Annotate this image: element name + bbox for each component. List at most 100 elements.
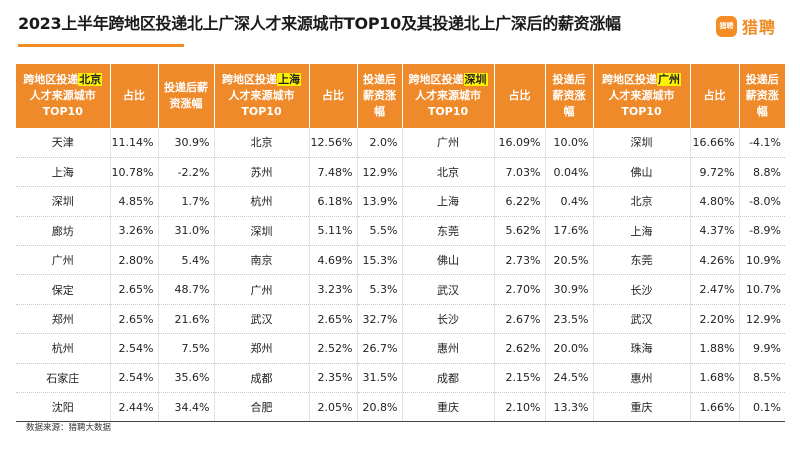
cell-city: 北京: [593, 186, 691, 217]
cell-city: 广州: [402, 128, 495, 158]
cell-city: 广州: [214, 274, 310, 305]
cell-raise: -8.0%: [739, 186, 785, 217]
cell-city: 南京: [214, 245, 310, 276]
cell-raise: 20.0%: [545, 333, 594, 364]
cell-city: 珠海: [593, 333, 691, 364]
cell-share: 16.09%: [494, 128, 546, 158]
cell-raise: 8.5%: [739, 363, 785, 394]
cell-share: 2.67%: [494, 304, 546, 335]
cell-city: 上海: [402, 186, 495, 217]
header-raise-beijing: 投递后薪资涨幅: [158, 64, 215, 128]
cell-city: 深圳: [593, 128, 691, 158]
cell-city: 武汉: [402, 274, 495, 305]
cell-city: 上海: [16, 157, 111, 188]
salary-table: 跨地区投递北京 人才来源城市 TOP10 占比 投递后薪资涨幅 跨地区投递上海 人才来…: [16, 64, 785, 423]
cell-city: 东莞: [593, 245, 691, 276]
data-source-note: 数据来源：猎聘大数据: [26, 423, 112, 433]
cell-raise: 0.04%: [545, 157, 594, 188]
cell-raise: 13.3%: [545, 392, 594, 423]
cell-share: 2.65%: [309, 304, 358, 335]
cell-share: 2.44%: [110, 392, 159, 423]
cell-raise: 12.9%: [739, 304, 785, 335]
cell-city: 广州: [16, 245, 111, 276]
cell-city: 深圳: [214, 216, 310, 247]
header-city-shenzhen: 跨地区投递深圳 人才来源城市 TOP10: [402, 64, 495, 128]
cell-share: 12.56%: [309, 128, 358, 158]
cell-raise: 20.5%: [545, 245, 594, 276]
cell-share: 2.70%: [494, 274, 546, 305]
cell-share: 4.85%: [110, 186, 159, 217]
cell-raise: 13.9%: [357, 186, 403, 217]
cell-city: 武汉: [214, 304, 310, 335]
cell-raise: 5.3%: [357, 274, 403, 305]
cell-city: 苏州: [214, 157, 310, 188]
cell-city: 重庆: [402, 392, 495, 423]
cell-raise: 34.4%: [158, 392, 215, 423]
page-title: 2023上半年跨地区投递北上广深人才来源城市TOP10及其投递北上广深后的薪资涨…: [18, 14, 621, 33]
cell-share: 2.54%: [110, 333, 159, 364]
cell-city: 东莞: [402, 216, 495, 247]
cell-raise: 15.3%: [357, 245, 403, 276]
cell-share: 2.62%: [494, 333, 546, 364]
header-share-shenzhen: 占比: [494, 64, 546, 128]
cell-city: 惠州: [402, 333, 495, 364]
cell-share: 3.26%: [110, 216, 159, 247]
cell-share: 2.35%: [309, 363, 358, 394]
cell-city: 天津: [16, 128, 111, 158]
cell-share: 2.05%: [309, 392, 358, 423]
cell-raise: 21.6%: [158, 304, 215, 335]
cell-raise: 31.5%: [357, 363, 403, 394]
cell-raise: 5.4%: [158, 245, 215, 276]
header-raise-shenzhen: 投递后薪资涨幅: [545, 64, 594, 128]
table-row: 天津 11.14% 30.9% 北京 12.56% 2.0% 广州 16.09% 10.0% 深圳…: [16, 128, 785, 158]
cell-raise: 1.7%: [158, 186, 215, 217]
cell-share: 2.20%: [690, 304, 740, 335]
cell-share: 3.23%: [309, 274, 358, 305]
table-row: 廊坊 3.26% 31.0% 深圳 5.11% 5.5% 东莞 5.62% 17.6% 上海 4.3…: [16, 216, 785, 247]
cell-share: 4.69%: [309, 245, 358, 276]
cell-city: 合肥: [214, 392, 310, 423]
cell-city: 北京: [402, 157, 495, 188]
cell-city: 佛山: [402, 245, 495, 276]
title-underline: [18, 44, 184, 47]
cell-share: 4.80%: [690, 186, 740, 217]
cell-raise: 26.7%: [357, 333, 403, 364]
cell-share: 2.80%: [110, 245, 159, 276]
cell-raise: 8.8%: [739, 157, 785, 188]
cell-city: 长沙: [593, 274, 691, 305]
cell-share: 2.65%: [110, 274, 159, 305]
cell-city: 长沙: [402, 304, 495, 335]
cell-raise: 23.5%: [545, 304, 594, 335]
cell-city: 佛山: [593, 157, 691, 188]
cell-share: 9.72%: [690, 157, 740, 188]
table-row: 深圳 4.85% 1.7% 杭州 6.18% 13.9% 上海 6.22% 0.4% 北京 4.80…: [16, 186, 785, 217]
cell-share: 1.88%: [690, 333, 740, 364]
salary-table-wrapper: 跨地区投递北京 人才来源城市 TOP10 占比 投递后薪资涨幅 跨地区投递上海 人才来…: [16, 64, 785, 423]
cell-city: 郑州: [214, 333, 310, 364]
cell-share: 11.14%: [110, 128, 159, 158]
table-row: 沈阳 2.44% 34.4% 合肥 2.05% 20.8% 重庆 2.10% 13.3% 重庆 1.…: [16, 392, 785, 423]
cell-raise: 30.9%: [158, 128, 215, 158]
table-row: 保定 2.65% 48.7% 广州 3.23% 5.3% 武汉 2.70% 30.9% 长沙 2.4…: [16, 274, 785, 305]
cell-city: 杭州: [16, 333, 111, 364]
cell-raise: 2.0%: [357, 128, 403, 158]
table-row: 广州 2.80% 5.4% 南京 4.69% 15.3% 佛山 2.73% 20.5% 东莞 4.2…: [16, 245, 785, 276]
cell-raise: 12.9%: [357, 157, 403, 188]
table-row: 郑州 2.65% 21.6% 武汉 2.65% 32.7% 长沙 2.67% 23.5% 武汉 2.…: [16, 304, 785, 335]
cell-raise: 0.4%: [545, 186, 594, 217]
cell-raise: 10.9%: [739, 245, 785, 276]
cell-share: 2.73%: [494, 245, 546, 276]
cell-share: 1.68%: [690, 363, 740, 394]
cell-raise: -4.1%: [739, 128, 785, 158]
header-city-beijing: 跨地区投递北京 人才来源城市 TOP10: [16, 64, 111, 128]
table-header-row: 跨地区投递北京 人才来源城市 TOP10 占比 投递后薪资涨幅 跨地区投递上海 人才来…: [16, 64, 785, 128]
cell-share: 5.11%: [309, 216, 358, 247]
cell-raise: 7.5%: [158, 333, 215, 364]
header-share-beijing: 占比: [110, 64, 159, 128]
cell-raise: 10.7%: [739, 274, 785, 305]
cell-raise: -8.9%: [739, 216, 785, 247]
liepin-logo-icon: 猎聘: [716, 15, 737, 37]
cell-share: 2.47%: [690, 274, 740, 305]
cell-city: 重庆: [593, 392, 691, 423]
header-share-shanghai: 占比: [309, 64, 358, 128]
